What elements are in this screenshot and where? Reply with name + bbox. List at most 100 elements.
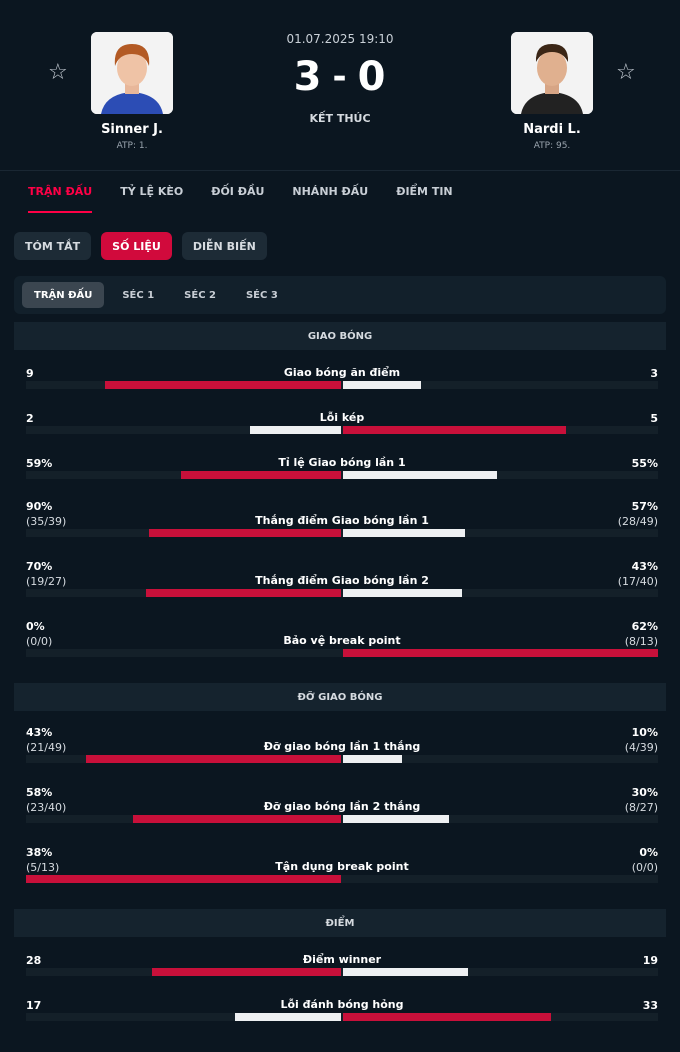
home-stat-value: 17 [26, 998, 41, 1013]
away-stat-main: 57% [631, 500, 658, 513]
away-stat-value: 5 [650, 411, 658, 426]
away-player[interactable]: Nardi L. ATP: 95. [502, 32, 602, 151]
home-stat-main: 9 [26, 367, 34, 380]
home-stat-value: 2 [26, 411, 34, 426]
stat-row-thang-diem-giao-bong-lan-2: 70% (19/27) 43% (17/40) Thắng điểm Giao bóng… [26, 545, 658, 605]
home-stat-value: 70% (19/27) [26, 559, 66, 589]
match-tabs: TRẬN ĐẤU TỶ LỆ KÈO ĐỐI ĐẦU NHÁNH ĐẤU ĐIỂM TI… [0, 170, 680, 220]
home-stat-detail: (5/13) [26, 861, 60, 874]
period-sec-2[interactable]: SÉC 2 [184, 289, 216, 301]
stat-bar-track [26, 968, 658, 976]
away-stat-value: 19 [643, 953, 658, 968]
home-player[interactable]: Sinner J. ATP: 1. [82, 32, 182, 151]
away-stat-value: 30% (8/27) [625, 785, 658, 815]
home-player-rank: ATP: 1. [116, 141, 148, 151]
home-player-photo-icon [91, 32, 173, 114]
stat-row-giao-bong-an-diem: 9 3 Giao bóng ăn điểm [26, 350, 658, 395]
match-datetime: 01.07.2025 19:10 [286, 32, 394, 46]
home-stat-detail: (35/39) [26, 515, 67, 528]
stat-row-thang-diem-giao-bong-lan-1: 90% (35/39) 57% (28/49) Thắng điểm Giao bóng… [26, 485, 658, 545]
home-stat-value: 43% (21/49) [26, 725, 66, 755]
away-stat-main: 0% [639, 846, 658, 859]
away-stat-main: 3 [650, 367, 658, 380]
stat-row-do-giao-bong-lan-2-thang: 58% (23/40) 30% (8/27) Đỡ giao bóng lần 2 th… [26, 771, 658, 831]
tab-diem-tin[interactable]: ĐIỂM TIN [396, 185, 453, 198]
home-stat-main: 70% [26, 560, 53, 573]
home-stat-main: 2 [26, 412, 34, 425]
stat-row-bao-ve-break-point: 0% (0/0) 62% (8/13) Bảo vệ break point [26, 605, 658, 665]
home-stat-bar [234, 1013, 341, 1021]
away-stat-bar [343, 755, 403, 763]
stat-bar-track [26, 755, 658, 763]
tab-nhanh-dau[interactable]: NHÁNH ĐẤU [292, 185, 369, 198]
stat-label: Lỗi đánh bóng hỏng [280, 998, 404, 1011]
away-stat-bar [343, 471, 497, 479]
stat-label: Thắng điểm Giao bóng lần 1 [255, 514, 429, 527]
favorite-home-star-icon[interactable]: ☆ [48, 60, 68, 85]
favorite-away-star-icon[interactable]: ☆ [616, 60, 636, 85]
stat-label: Điểm winner [302, 953, 382, 966]
home-player-name[interactable]: Sinner J. [101, 122, 163, 137]
stat-bar-track [26, 426, 658, 434]
away-stat-bar [343, 815, 450, 823]
away-stat-value: 10% (4/39) [625, 725, 658, 755]
section-header-giao-bong: GIAO BÓNG [14, 322, 666, 350]
home-stat-main: 43% [26, 726, 53, 739]
away-stat-main: 10% [631, 726, 658, 739]
subtab-so-lieu[interactable]: SỐ LIỆU [101, 232, 172, 260]
tab-tran-dau[interactable]: TRẬN ĐẤU [14, 171, 106, 220]
stat-row-ti-le-giao-bong-lan-1: 59% 55% Tỉ lệ Giao bóng lần 1 [26, 440, 658, 485]
stat-bar-track [26, 875, 658, 883]
away-stat-bar [343, 968, 469, 976]
period-tran-dau[interactable]: TRẬN ĐẤU [22, 282, 105, 308]
stat-label: Thắng điểm Giao bóng lần 2 [255, 574, 429, 587]
stat-row-do-giao-bong-lan-1-thang: 43% (21/49) 10% (4/39) Đỡ giao bóng lần 1 th… [26, 711, 658, 771]
away-stat-detail: (28/49) [617, 515, 658, 528]
away-stat-detail: (17/40) [617, 575, 658, 588]
match-score: 3 - 0 [240, 54, 440, 100]
away-stat-value: 43% (17/40) [618, 559, 658, 589]
home-stat-detail: (19/27) [26, 575, 67, 588]
away-player-photo-icon [511, 32, 593, 114]
stat-bar-track [26, 529, 658, 537]
away-stat-value: 55% [632, 456, 658, 471]
away-stat-main: 33 [642, 999, 658, 1012]
home-stat-main: 90% [26, 500, 53, 513]
away-stat-main: 43% [631, 560, 658, 573]
away-stat-main: 19 [642, 954, 658, 967]
away-stat-main: 55% [631, 457, 658, 470]
period-sec-3[interactable]: SÉC 3 [245, 289, 278, 301]
away-stat-value: 62% (8/13) [625, 619, 658, 649]
away-stat-value: 33 [643, 998, 658, 1013]
away-stat-main: 5 [650, 412, 658, 425]
home-stat-value: 0% (0/0) [26, 619, 52, 649]
tab-ty-le-keo[interactable]: TỶ LỆ KÈO [120, 185, 184, 198]
home-stat-detail: (0/0) [26, 635, 53, 648]
stat-label: Bảo vệ break point [283, 634, 401, 647]
away-player-name[interactable]: Nardi L. [523, 122, 581, 137]
match-center: 01.07.2025 19:10 3 - 0 KẾT THÚC [240, 32, 440, 125]
away-stat-bar [343, 529, 466, 537]
subtab-tom-tat[interactable]: TÓM TẮT [14, 232, 92, 260]
stat-bar-track [26, 1013, 658, 1021]
home-stat-value: 38% (5/13) [26, 845, 59, 875]
stat-bar-track [26, 381, 658, 389]
away-stat-detail: (8/27) [624, 801, 658, 814]
stat-bar-track [26, 815, 658, 823]
home-stat-bar [26, 875, 341, 883]
stat-row-diem-winner: 28 19 Điểm winner [26, 937, 658, 982]
stat-label: Tỉ lệ Giao bóng lần 1 [278, 456, 406, 469]
stats-container: GIAO BÓNG 9 3 Giao bóng ăn điểm 2 5 Lỗi kép 59%… [0, 322, 680, 1027]
away-stat-main: 62% [631, 620, 658, 633]
stat-row-tan-dung-break-point: 38% (5/13) 0% (0/0) Tận dụng break point [26, 831, 658, 891]
subtab-dien-bien[interactable]: DIỄN BIẾN [181, 232, 267, 260]
period-sec-1[interactable]: SÉC 1 [122, 289, 155, 301]
away-stat-detail: (4/39) [624, 741, 658, 754]
tab-doi-dau[interactable]: ĐỐI ĐẦU [211, 185, 265, 198]
home-stat-value: 9 [26, 366, 34, 381]
home-stat-bar [149, 529, 341, 537]
home-stat-main: 59% [26, 457, 53, 470]
away-stat-bar [343, 426, 567, 434]
home-stat-value: 58% (23/40) [26, 785, 66, 815]
away-stat-value: 57% (28/49) [618, 499, 658, 529]
